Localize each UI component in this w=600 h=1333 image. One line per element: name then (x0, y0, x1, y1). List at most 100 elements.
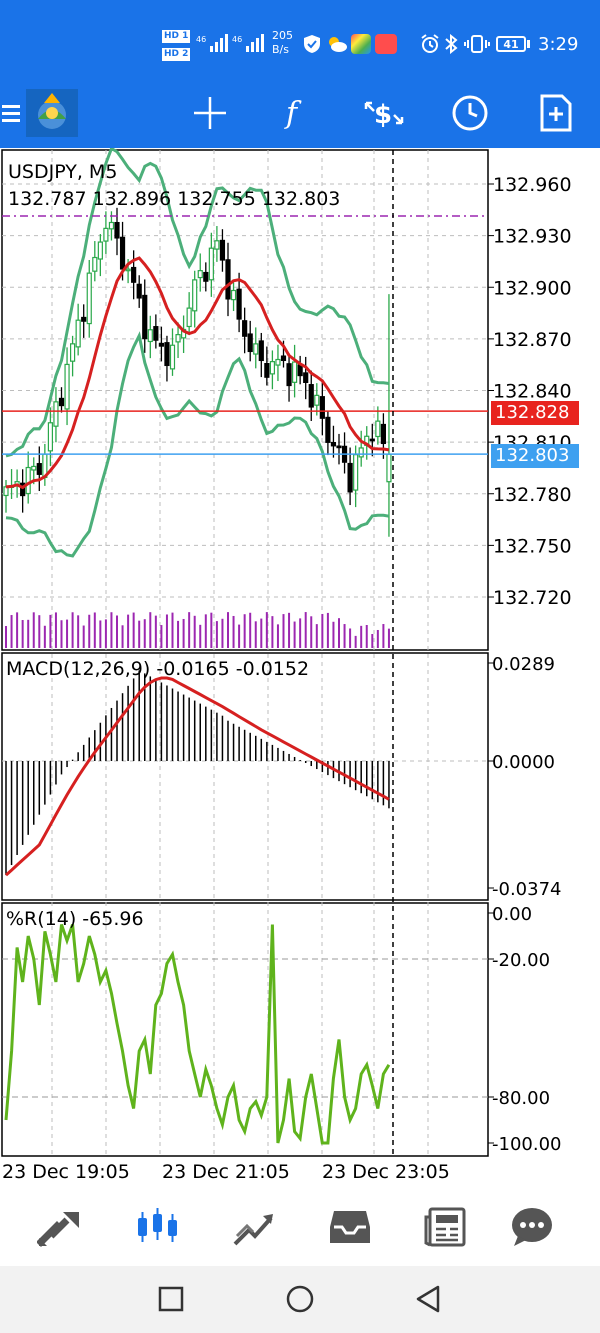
clock-icon (452, 95, 488, 131)
vibrate-icon (464, 35, 490, 53)
trade-button[interactable]: $ (360, 78, 408, 148)
candle-body (380, 423, 386, 445)
inbox-icon (330, 1211, 370, 1243)
crosshair-button[interactable] (188, 78, 232, 148)
bid-price-tag: 132.828 (491, 401, 579, 425)
price-axis-label: 132.960 (493, 174, 572, 196)
candle-body (136, 283, 142, 299)
candle-body (286, 363, 292, 387)
candle-body (20, 482, 26, 497)
price-chart[interactable]: 132.960132.930132.900132.870132.840132.8… (0, 148, 600, 1188)
candle-body (125, 268, 131, 272)
candle-body (97, 241, 103, 260)
moving-average-line (5, 256, 390, 490)
candle-body (142, 294, 148, 340)
hd1-badge: HD 1 (162, 30, 191, 43)
candlestick-icon (138, 1208, 177, 1242)
chart-axes: 132.960132.930132.900132.870132.840132.8… (2, 150, 572, 1183)
recents-button[interactable] (158, 1286, 184, 1312)
ask-price-tag: 132.803 (491, 444, 579, 468)
quotes-icon (37, 1212, 79, 1247)
quotes-tab[interactable] (12, 1188, 108, 1266)
macd-axis-label: -0.0374 (492, 879, 561, 900)
macd-axis-label: 0.0000 (492, 752, 555, 773)
candle-body (353, 454, 359, 491)
signal-2-label: 46 (232, 35, 243, 44)
shop-notification-icon (375, 34, 397, 54)
candle-body (314, 394, 320, 406)
square-icon (158, 1286, 184, 1312)
candle-body (75, 319, 81, 348)
app-notification-icon (351, 34, 371, 54)
macd-axis-label: 0.0289 (492, 654, 555, 675)
candle-body (292, 361, 298, 383)
candle-body (336, 445, 342, 449)
upper-band-line (5, 148, 390, 458)
candle-body (108, 221, 115, 230)
candle-body (58, 397, 65, 407)
price-axis-label: 132.870 (493, 329, 572, 351)
status-bar: HD 1 HD 2 46 46 205 B/s 41 3:29 (0, 0, 600, 88)
candle-body (253, 343, 259, 355)
chart-area[interactable]: 132.960132.930132.900132.870132.840132.8… (0, 148, 600, 1188)
lower-band-line (5, 331, 390, 558)
candle-body (319, 396, 325, 419)
app-logo-button[interactable] (24, 78, 80, 148)
wpr-line (4, 924, 391, 1145)
candle-body (25, 466, 31, 495)
trend-icon (233, 1214, 273, 1246)
time-axis-label: 23 Dec 21:05 (162, 1161, 290, 1183)
candle-body (192, 279, 198, 312)
candle-body (258, 340, 264, 362)
candle-body (69, 343, 76, 362)
candle-body (375, 420, 381, 438)
circle-icon (286, 1285, 314, 1313)
candle-body (64, 363, 70, 410)
back-button[interactable] (414, 1285, 442, 1313)
price-axis-label: 132.900 (493, 277, 572, 299)
home-button[interactable] (286, 1285, 314, 1313)
news-tab[interactable] (398, 1188, 494, 1266)
timeframe-button[interactable] (448, 78, 492, 148)
history-tab[interactable] (302, 1188, 398, 1266)
candle-body (297, 364, 303, 377)
candle-body (386, 453, 392, 483)
candle-body (347, 462, 353, 493)
trade-icon: $ (364, 100, 404, 130)
candle-body (303, 372, 309, 383)
wpr-axis-label: -20.00 (492, 950, 550, 971)
symbol-label: USDJPY, M5 (8, 161, 118, 183)
price-axis-label: 132.840 (493, 381, 572, 403)
chart-tab[interactable] (110, 1188, 206, 1266)
candle-body (36, 463, 42, 475)
candle-body (203, 271, 209, 282)
chat-tab[interactable] (484, 1188, 580, 1266)
candle-body (158, 342, 164, 347)
net-speed-unit: B/s (272, 43, 289, 56)
back-triangle-icon (416, 1285, 440, 1313)
indicators-button[interactable]: f (272, 78, 316, 148)
candle-body (230, 289, 237, 301)
trade-tab[interactable] (206, 1188, 302, 1266)
new-order-button[interactable] (534, 78, 578, 148)
wpr-axis-label: -100.00 (492, 1134, 561, 1155)
candle-body (153, 326, 159, 341)
candle-body (225, 259, 231, 300)
candle-body (81, 316, 87, 322)
price-axis-label: 132.720 (493, 587, 572, 609)
macd-plot (5, 670, 390, 877)
candle-body (358, 447, 364, 458)
clock-time: 3:29 (538, 34, 579, 55)
candle-body (308, 384, 314, 408)
signal-2-icon (246, 34, 264, 52)
candle-body (369, 438, 375, 442)
svg-text:$: $ (374, 100, 392, 130)
candle-body (280, 355, 287, 362)
weather-icon (329, 37, 347, 52)
macd-signal-line (5, 676, 390, 877)
candle-body (325, 416, 331, 443)
bluetooth-icon (445, 34, 458, 54)
candle-body (114, 221, 120, 239)
menu-button[interactable] (0, 78, 22, 148)
app-logo (26, 89, 78, 137)
